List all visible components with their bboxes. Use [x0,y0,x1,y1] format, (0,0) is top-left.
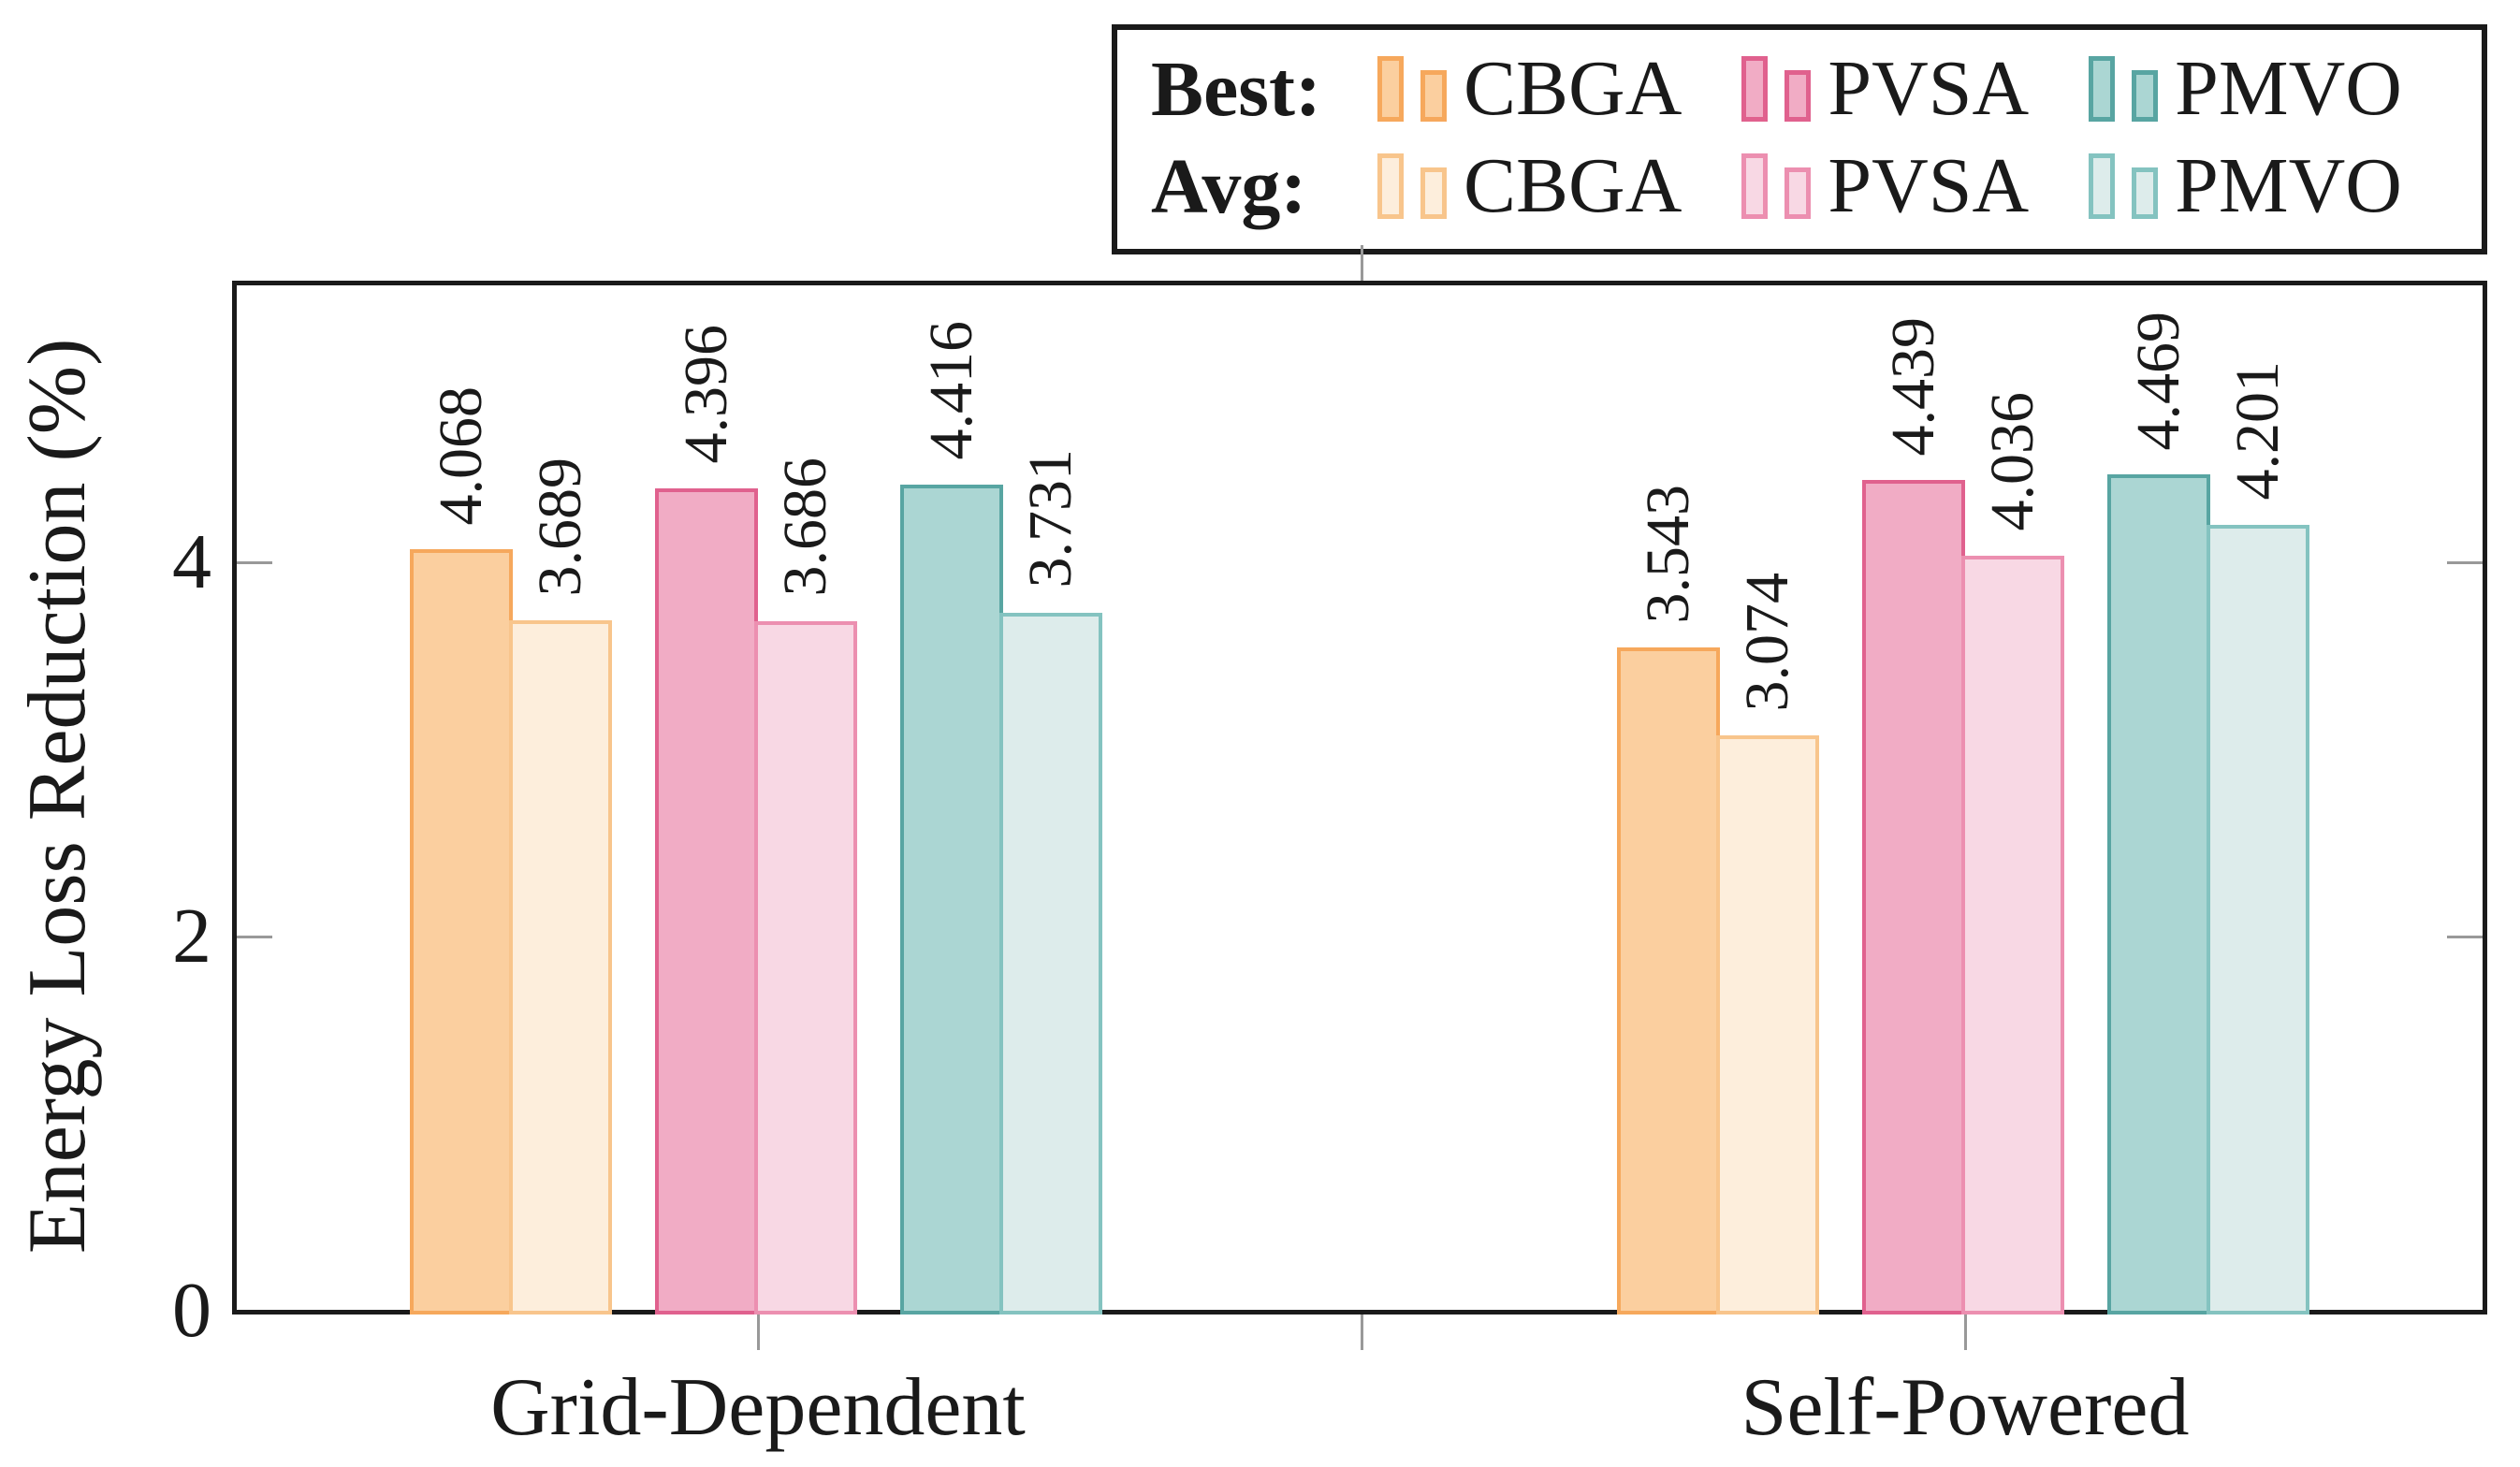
legend-row-best: Best: CBGA PVSA PMVO [1151,40,2482,138]
legend-label-avg-cbga: CBGA [1464,142,1682,229]
y-tick-mark-2 [237,936,272,938]
legend-row-avg: Avg: CBGA PVSA PMVO [1151,138,2482,235]
bar-grid-dependent-avg-cbga [509,620,612,1314]
bar-value-grid-dependent-best-pvsa: 4.396 [672,325,740,464]
y-tick-label-4: 4 [172,518,211,605]
legend-label-avg-pmvo: PMVO [2175,142,2402,229]
y-tick-mark-2 [2447,936,2483,938]
x-group-label-self-powered: Self-Powered [1741,1362,2190,1453]
bar-self-powered-best-pmvo [2107,474,2210,1314]
legend-key-avg: Avg: [1151,142,1307,230]
legend-entry-avg-cbga: CBGA [1377,144,1682,228]
y-tick-label-2: 2 [172,893,211,980]
legend-entry-avg-pvsa: PVSA [1741,144,2029,228]
bar-value-self-powered-best-pmvo: 4.469 [2124,311,2192,451]
bar-value-grid-dependent-best-pmvo: 4.416 [917,321,985,460]
legend-label-best-pmvo: PMVO [2175,45,2402,132]
plot-area [232,281,2487,1314]
legend-swatch-avg-pmvo-icon [2089,153,2159,219]
bar-value-self-powered-best-pvsa: 4.439 [1879,316,1947,457]
legend-swatch-best-pmvo-icon [2089,56,2159,122]
bar-self-powered-avg-pvsa [1961,555,2064,1314]
legend-entry-best-pvsa: PVSA [1741,47,2029,131]
bar-self-powered-avg-pmvo [2207,524,2309,1314]
bar-value-grid-dependent-avg-pvsa: 3.686 [771,458,839,597]
y-tick-mark-4 [2447,561,2483,564]
legend: Best: CBGA PVSA PMVO Avg: CBGA PVSA [1112,24,2487,254]
bar-grid-dependent-best-cbga [410,549,513,1314]
x-tick-mark-bottom-1 [1964,1314,1967,1350]
bar-grid-dependent-best-pvsa [655,487,758,1314]
y-tick-mark-4 [237,561,272,564]
legend-entry-best-pmvo: PMVO [2089,47,2402,131]
bar-grid-dependent-avg-pmvo [999,612,1102,1314]
y-axis-title: Energy Loss Reduction (%) [12,338,103,1254]
legend-swatch-best-cbga-icon [1377,56,1447,122]
bar-self-powered-best-cbga [1617,647,1720,1314]
x-group-label-grid-dependent: Grid-Dependent [490,1362,1026,1453]
bar-self-powered-avg-cbga [1716,735,1819,1314]
bar-grid-dependent-best-pmvo [900,484,1003,1314]
legend-entry-avg-pmvo: PMVO [2089,144,2402,228]
legend-label-avg-pvsa: PVSA [1828,142,2030,229]
legend-label-best-cbga: CBGA [1464,45,1682,132]
bar-value-self-powered-avg-cbga: 3.074 [1733,572,1801,712]
legend-key-best: Best: [1151,45,1321,133]
legend-swatch-avg-cbga-icon [1377,153,1447,219]
legend-label-best-pvsa: PVSA [1828,45,2030,132]
legend-entry-best-cbga: CBGA [1377,47,1682,131]
bar-value-self-powered-avg-pmvo: 4.201 [2223,361,2292,501]
bar-self-powered-best-pvsa [1862,480,1965,1314]
bar-grid-dependent-avg-pvsa [754,620,857,1314]
x-tick-mark-bottom-0 [757,1314,760,1350]
x-tick-mark-bottom-2 [1361,1314,1363,1350]
bar-value-self-powered-avg-pvsa: 4.036 [1978,392,2047,531]
legend-swatch-best-pvsa-icon [1741,56,1812,122]
bar-value-grid-dependent-best-cbga: 4.068 [427,385,495,526]
bar-value-grid-dependent-avg-cbga: 3.689 [526,457,594,597]
bar-value-self-powered-best-cbga: 3.543 [1634,484,1702,624]
legend-swatch-avg-pvsa-icon [1741,153,1812,219]
y-tick-label-0: 0 [172,1267,211,1354]
bar-value-grid-dependent-avg-pmvo: 3.731 [1016,449,1085,588]
x-tick-mark-top [1361,245,1363,281]
